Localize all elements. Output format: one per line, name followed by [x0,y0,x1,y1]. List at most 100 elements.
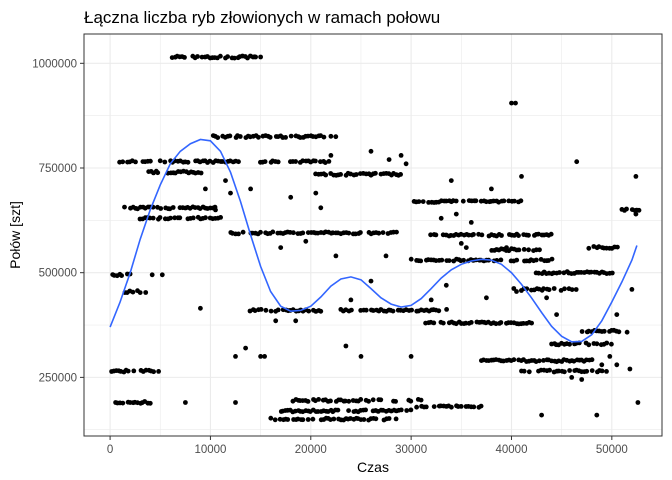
data-point [368,278,374,284]
data-point [471,232,476,237]
data-point [236,159,241,165]
data-point [225,54,231,59]
data-point [237,134,243,139]
data-point [479,358,484,363]
data-point [393,399,398,404]
data-point [514,257,520,263]
data-point [363,307,369,313]
data-point [594,341,600,347]
data-point [544,295,549,301]
data-point [119,273,124,278]
data-point [240,229,246,235]
data-point [533,257,539,263]
data-point [316,397,321,402]
data-point [275,159,281,165]
data-point [368,148,374,154]
data-point [615,244,620,250]
data-point [633,174,639,179]
data-point [346,230,352,236]
data-point [436,308,442,314]
data-point [509,100,514,106]
data-point [478,403,484,409]
data-point [331,416,337,422]
data-point [195,54,200,59]
data-point [504,245,509,251]
data-point [358,230,363,235]
data-point [416,199,422,205]
data-point [318,205,324,211]
data-point [157,215,163,220]
data-point [453,211,459,217]
data-point [473,198,479,204]
data-point [609,270,615,276]
data-point [120,159,126,165]
data-point [272,417,278,423]
data-point [156,369,162,374]
data-point [313,190,319,196]
x-tick-label: 40000 [495,444,527,456]
data-point [305,399,311,404]
data-point [443,282,449,288]
data-point [604,369,609,374]
data-point [428,297,434,303]
data-point [418,258,424,264]
data-point [155,170,161,176]
data-point [288,133,294,139]
data-point [629,287,635,292]
data-point [373,416,379,422]
data-point [548,231,554,237]
data-point [573,287,579,292]
data-point [378,397,384,403]
y-tick-label: 1000000 [32,58,77,70]
y-tick-label: 250000 [39,372,77,384]
data-point [449,404,454,410]
data-point [228,190,233,196]
data-point [262,159,268,165]
data-point [143,290,149,295]
data-point [601,328,607,334]
data-point [333,253,339,259]
data-point [335,407,341,413]
data-point [306,308,312,314]
data-point [526,247,531,253]
data-point [133,159,138,165]
chart-title: Łączna liczba ryb złowionych w ramach po… [84,8,440,27]
data-point [227,133,233,139]
data-point [328,398,333,404]
data-point [293,159,298,164]
data-point [431,320,437,326]
data-point [168,215,173,221]
x-tick-label: 0 [107,444,113,456]
data-point [444,307,449,312]
data-point [283,135,288,140]
data-point [547,367,552,373]
data-point [383,253,389,259]
data-point [157,158,163,164]
data-point [346,398,352,404]
data-point [258,307,264,312]
data-point [183,400,188,405]
data-point [463,245,469,251]
data-point [137,290,143,295]
data-point [370,397,376,403]
data-point [342,398,348,404]
data-point [519,174,524,179]
data-point [536,358,542,364]
data-point [431,404,437,409]
gridlines [84,34,662,436]
data-point [328,153,334,158]
data-point [203,186,208,192]
data-point [408,407,414,413]
data-point [479,232,485,238]
x-tick-label: 10000 [194,444,226,456]
data-point [233,400,238,405]
data-point [258,354,263,359]
data-point [574,159,580,165]
data-point [521,247,527,252]
data-point [624,329,630,335]
data-point [439,257,445,263]
data-point [599,368,605,374]
data-point [333,134,339,140]
data-point [215,135,221,141]
x-axis-ticks: 0 10000 20000 30000 40000 50000 [107,436,628,456]
